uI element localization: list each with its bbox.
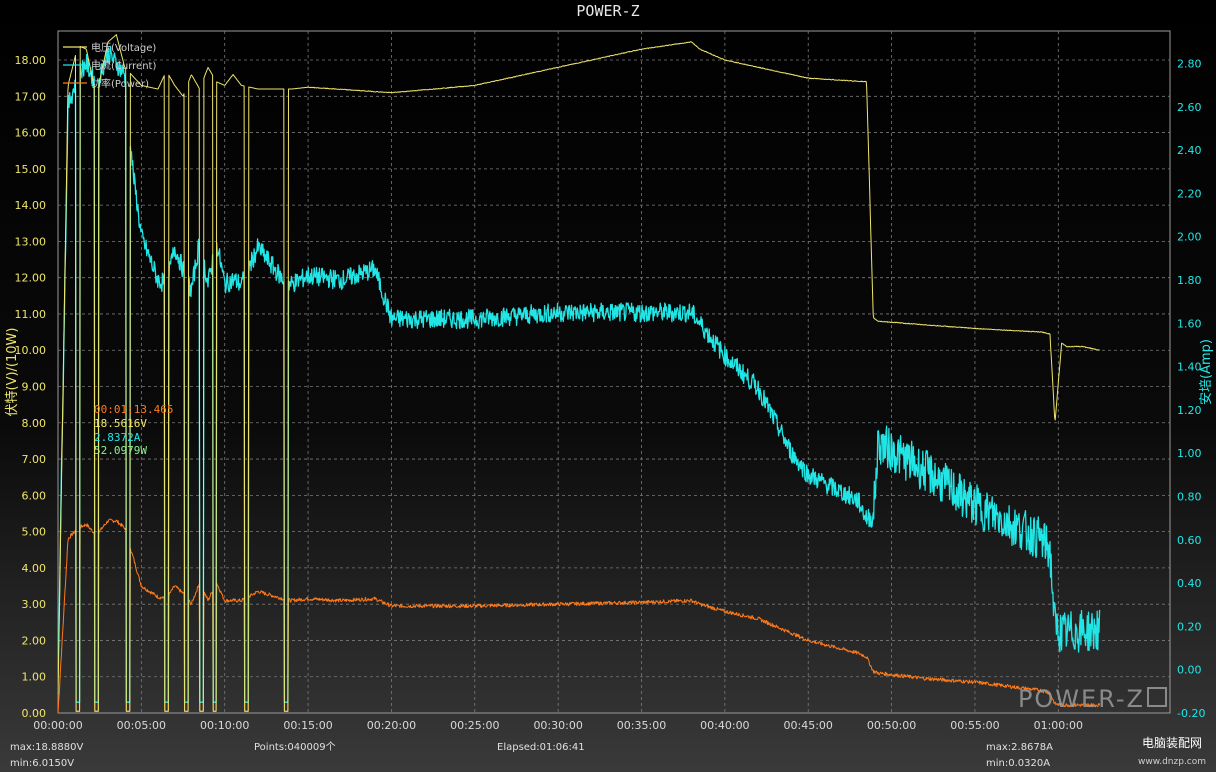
axis-ticks: 00:00:00 00:05:00 00:10:00 00:15:00 00:20:00… bbox=[15, 54, 1206, 732]
x-tick-label: 01:00:00 bbox=[1034, 719, 1083, 732]
y-tick-label-left: 17.00 bbox=[15, 90, 47, 103]
y-tick-label-right: 1.40 bbox=[1177, 361, 1202, 374]
y-tick-label-left: 0.00 bbox=[22, 707, 47, 720]
brand-logo: POWER-Z bbox=[1018, 685, 1167, 713]
y-tick-label-right: 2.40 bbox=[1177, 144, 1202, 157]
plot-frame bbox=[57, 30, 1171, 714]
readout-power: 52.0979W bbox=[94, 444, 147, 457]
y-tick-label-right: 0.00 bbox=[1177, 664, 1202, 677]
footer-current-min: min:0.0320A bbox=[986, 758, 1050, 769]
y-tick-label-left: 15.00 bbox=[15, 163, 47, 176]
series-layer bbox=[58, 34, 1101, 713]
y-tick-label-right: 1.60 bbox=[1177, 317, 1202, 330]
y-tick-label-right: 0.20 bbox=[1177, 620, 1202, 633]
x-tick-label: 00:25:00 bbox=[450, 719, 499, 732]
x-tick-label: 00:30:00 bbox=[533, 719, 582, 732]
y-tick-label-left: 18.00 bbox=[15, 54, 47, 67]
brand-mark-icon bbox=[1147, 687, 1167, 707]
watermark-url: www.dnzp.com bbox=[1138, 757, 1206, 767]
series-line-current bbox=[58, 45, 1101, 703]
x-tick-label: 00:40:00 bbox=[700, 719, 749, 732]
y-tick-label-left: 14.00 bbox=[15, 199, 47, 212]
x-tick-label: 00:05:00 bbox=[117, 719, 166, 732]
readout-time: 00:01:13.465 bbox=[94, 403, 173, 416]
y-tick-label-right: 1.80 bbox=[1177, 274, 1202, 287]
chart-title: POWER-Z bbox=[576, 2, 639, 20]
footer-elapsed: Elapsed:01:06:41 bbox=[497, 742, 585, 753]
cursor-readout: 00:01:13.465 18.5616V 2.8372A 52.0979W bbox=[94, 403, 173, 457]
y-tick-label-left: 11.00 bbox=[15, 308, 47, 321]
x-tick-label: 00:50:00 bbox=[867, 719, 916, 732]
x-tick-label: 00:35:00 bbox=[617, 719, 666, 732]
y-axis-label-right: 安培(Amp) bbox=[1198, 339, 1214, 405]
x-tick-label: 00:45:00 bbox=[784, 719, 833, 732]
readout-current: 2.8372A bbox=[94, 431, 141, 444]
readout-voltage: 18.5616V bbox=[94, 417, 147, 430]
footer: max:18.8880V min:6.0150V Points:040009个 … bbox=[10, 741, 1053, 769]
y-tick-label-right: 2.00 bbox=[1177, 231, 1202, 244]
y-tick-label-right: 1.00 bbox=[1177, 447, 1202, 460]
watermark-name: 电脑装配网 bbox=[1142, 736, 1202, 750]
footer-voltage-min: min:6.0150V bbox=[10, 758, 74, 769]
footer-current-max: max:2.8678A bbox=[986, 742, 1053, 753]
y-tick-label-left: 8.00 bbox=[22, 417, 47, 430]
y-tick-label-left: 6.00 bbox=[22, 489, 47, 502]
y-tick-label-left: 3.00 bbox=[22, 598, 47, 611]
y-tick-label-left: 1.00 bbox=[22, 671, 47, 684]
x-tick-label: 00:55:00 bbox=[950, 719, 999, 732]
y-tick-label-left: 12.00 bbox=[15, 272, 47, 285]
y-tick-label-right: 2.80 bbox=[1177, 57, 1202, 70]
series-line-power bbox=[58, 518, 1101, 713]
y-axis-label-left: 伏特(V)/(10W) bbox=[5, 328, 20, 417]
y-tick-label-right: 2.60 bbox=[1177, 101, 1202, 114]
y-tick-label-left: 13.00 bbox=[15, 235, 47, 248]
footer-points: Points:040009个 bbox=[254, 741, 336, 753]
x-tick-label: 00:20:00 bbox=[367, 719, 416, 732]
y-tick-label-left: 10.00 bbox=[15, 344, 47, 357]
footer-voltage-max: max:18.8880V bbox=[10, 742, 84, 753]
brand-text: POWER-Z bbox=[1018, 685, 1145, 713]
x-tick-label: 00:10:00 bbox=[200, 719, 249, 732]
y-tick-label-right: 0.80 bbox=[1177, 490, 1202, 503]
y-tick-label-right: 1.20 bbox=[1177, 404, 1202, 417]
y-tick-label-left: 4.00 bbox=[22, 562, 47, 575]
y-tick-label-right: 0.40 bbox=[1177, 577, 1202, 590]
y-tick-label-right: 2.20 bbox=[1177, 187, 1202, 200]
legend-voltage: 电压(Voltage) bbox=[91, 41, 156, 54]
y-tick-label-left: 9.00 bbox=[22, 381, 47, 394]
y-tick-label-right: 0.60 bbox=[1177, 534, 1202, 547]
y-tick-label-left: 16.00 bbox=[15, 127, 47, 140]
x-tick-label: 00:00:00 bbox=[33, 719, 82, 732]
legend-power: 功率(Power) bbox=[91, 77, 149, 90]
y-tick-label-left: 7.00 bbox=[22, 453, 47, 466]
legend-current: 电流(Current) bbox=[91, 59, 156, 72]
y-tick-label-right: -0.20 bbox=[1177, 707, 1205, 720]
series-line-voltage bbox=[58, 34, 1100, 712]
grid bbox=[58, 31, 1170, 713]
y-tick-label-left: 2.00 bbox=[22, 634, 47, 647]
x-tick-label: 00:15:00 bbox=[283, 719, 332, 732]
y-tick-label-left: 5.00 bbox=[22, 526, 47, 539]
legend: 电压(Voltage) 电流(Current) 功率(Power) bbox=[63, 41, 156, 90]
watermark: 电脑装配网 www.dnzp.com bbox=[1138, 736, 1206, 767]
